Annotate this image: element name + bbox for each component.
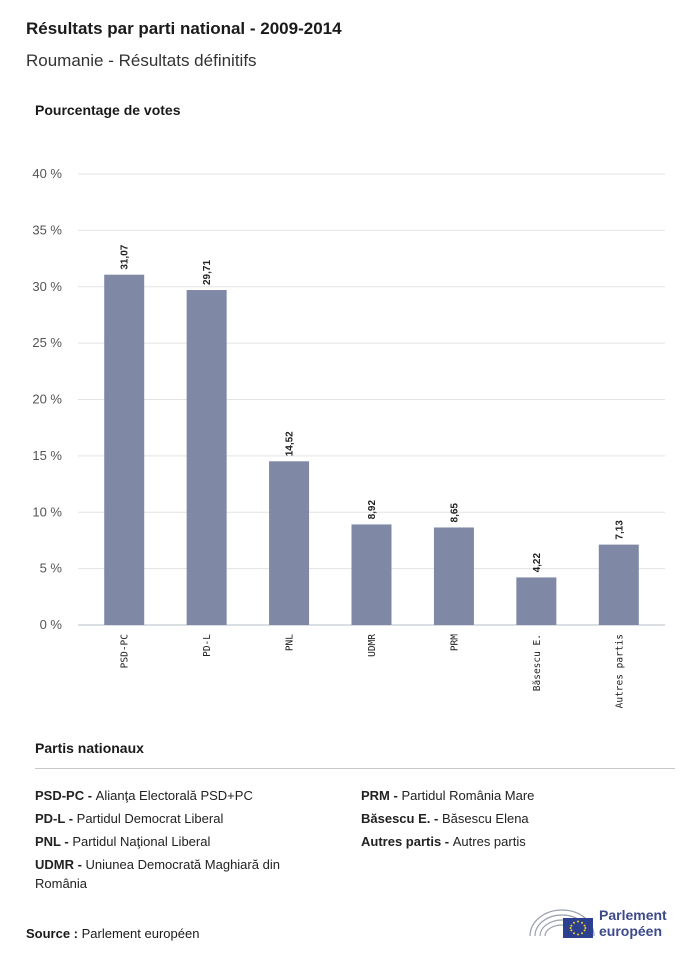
source-value: Parlement européen <box>81 926 200 941</box>
category-label: PNL <box>285 634 296 651</box>
y-tick-label: 40 % <box>32 166 62 181</box>
bar-value-label: 8,92 <box>367 500 378 520</box>
legend-item: PSD-PC - Alianţa Electorală PSD+PC <box>35 786 335 805</box>
category-label: PD-L <box>202 634 213 657</box>
y-tick-label: 30 % <box>32 279 62 294</box>
legend-party-name: Partidul Naţional Liberal <box>72 834 211 849</box>
legend-item: Băsescu E. - Băsescu Elena <box>361 809 671 828</box>
bar <box>351 524 392 625</box>
bar-value-label: 7,13 <box>614 520 625 540</box>
legend-party-name: Autres partis <box>452 834 526 849</box>
legend-abbr: PRM - <box>361 788 402 803</box>
legend-item: PD-L - Partidul Democrat Liberal <box>35 809 335 828</box>
bar-value-label: 29,71 <box>202 260 213 285</box>
bar <box>186 290 227 625</box>
bar-chart: 0 % 5 % 10 % 15 % 20 % 25 % 30 % 35 % 40 % 31,07 P… <box>32 166 665 708</box>
legend-abbr: Autres partis - <box>361 834 453 849</box>
legend-item: PRM - Partidul România Mare <box>361 786 671 805</box>
category-label: PRM <box>449 634 460 651</box>
source-label: Source : <box>26 926 82 941</box>
y-tick-label: 10 % <box>32 504 62 519</box>
bar <box>269 461 310 625</box>
legend-item: UDMR - Uniunea Democrată Maghiară din Ro… <box>35 855 335 893</box>
chart-subtitle: Roumanie - Résultats définitifs <box>26 51 257 70</box>
bar-value-label: 4,22 <box>532 553 543 573</box>
bar <box>598 544 639 625</box>
category-label: Autres partis <box>614 634 625 708</box>
y-axis-label: Pourcentage de votes <box>35 102 181 118</box>
legend-abbr: PSD-PC - <box>35 788 96 803</box>
bar <box>433 527 474 625</box>
logo-line-2: européen <box>599 923 663 939</box>
y-tick-label: 20 % <box>32 392 62 407</box>
category-label: UDMR <box>367 634 378 657</box>
bar-value-label: 14,52 <box>285 431 296 456</box>
bar-value-label: 31,07 <box>120 244 131 269</box>
legend-divider <box>35 768 675 769</box>
source-note: Source : Parlement européen <box>26 926 199 941</box>
bar-value-label: 8,65 <box>449 503 460 523</box>
y-tick-label: 25 % <box>32 335 62 350</box>
legend-abbr: UDMR - <box>35 857 86 872</box>
y-tick-label: 0 % <box>40 617 63 632</box>
legend-item: PNL - Partidul Naţional Liberal <box>35 832 335 851</box>
bar <box>516 577 557 625</box>
legend-party-name: Partidul Democrat Liberal <box>76 811 224 826</box>
y-tick-label: 5 % <box>40 561 63 576</box>
logo-text: Parlement européen <box>599 907 667 939</box>
hemicycle-icon <box>529 909 595 938</box>
legend-party-name: Partidul România Mare <box>401 788 535 803</box>
logo-line-1: Parlement <box>599 907 667 923</box>
legend-item: Autres partis - Autres partis <box>361 832 671 851</box>
bar <box>104 274 145 625</box>
y-tick-label: 15 % <box>32 448 62 463</box>
category-label: PSD-PC <box>120 634 131 668</box>
legend-party-name: Băsescu Elena <box>441 811 529 826</box>
legend-title: Partis nationaux <box>35 740 144 756</box>
legend-party-name: Uniunea Democrată Maghiară din România <box>35 857 280 891</box>
legend-abbr: Băsescu E. - <box>361 811 442 826</box>
legend-party-name: Alianţa Electorală PSD+PC <box>95 788 253 803</box>
legend-abbr: PD-L - <box>35 811 77 826</box>
y-tick-label: 35 % <box>32 222 62 237</box>
category-label: Băsescu E. <box>532 634 543 691</box>
legend-abbr: PNL - <box>35 834 73 849</box>
chart-title: Résultats par parti national - 2009-2014 <box>26 19 342 38</box>
european-parliament-logo: Parlement européen <box>527 900 687 945</box>
